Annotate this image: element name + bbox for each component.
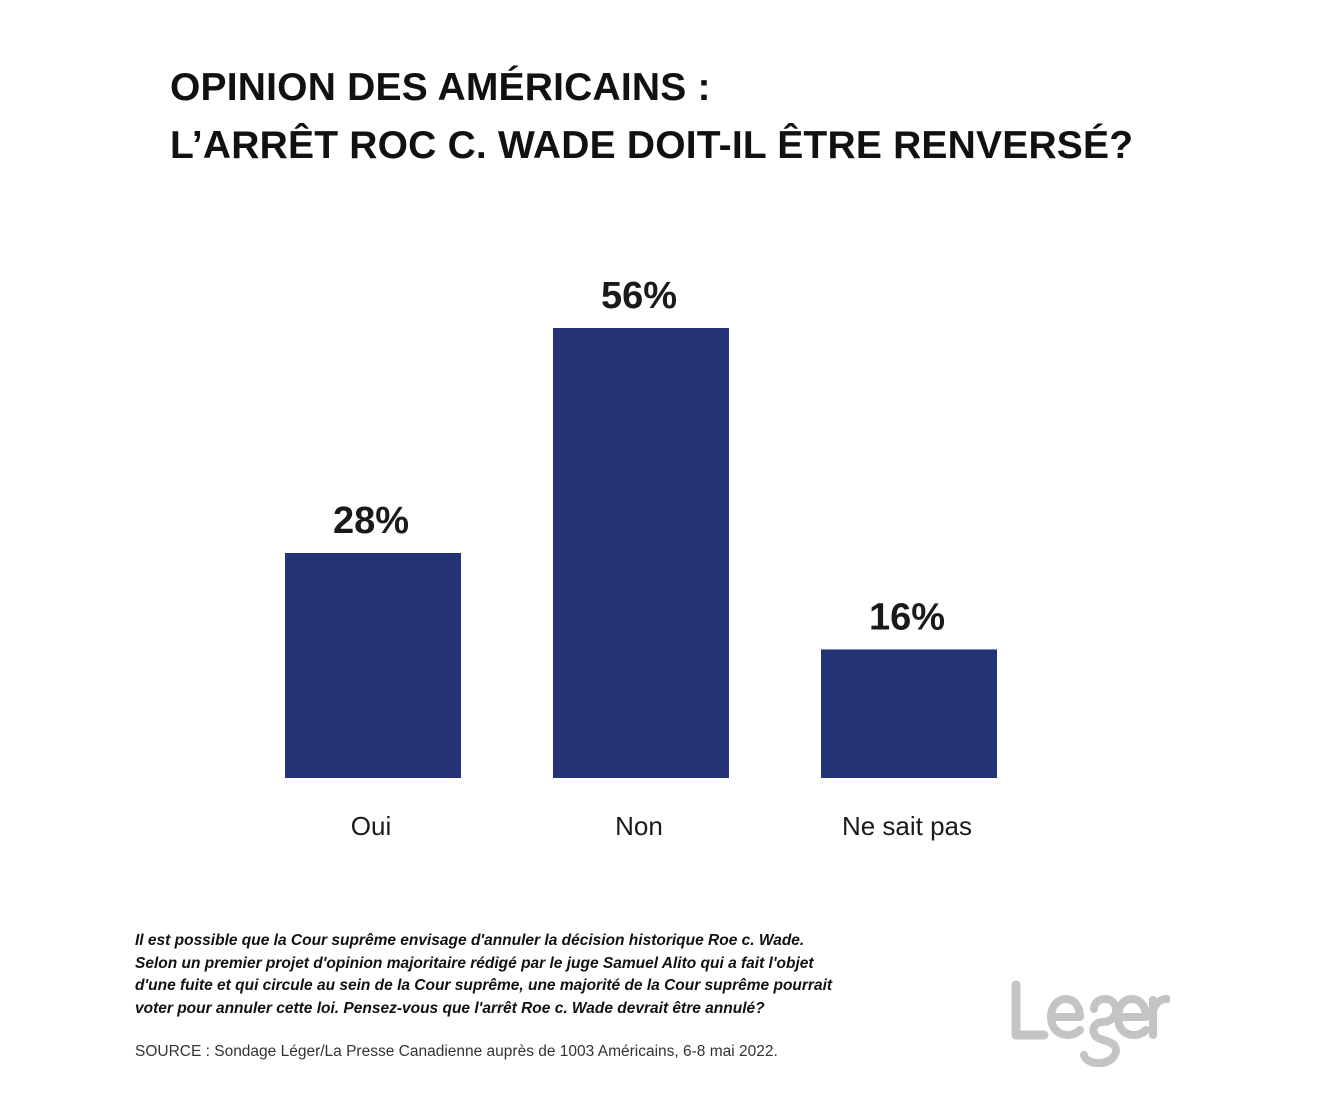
bar-chart: 28% Oui 56% Non 16% Ne sait pas <box>285 275 997 841</box>
leger-logo <box>1011 980 1170 1068</box>
survey-question-line: voter pour annuler cette loi. Pensez-vou… <box>135 999 765 1017</box>
data-label: 56% <box>601 275 677 317</box>
data-label: 16% <box>869 596 945 638</box>
data-label: 28% <box>333 500 409 542</box>
survey-question: Il est possible que la Cour suprême envi… <box>135 930 935 1020</box>
survey-question-line: d'une fuite et qui circule au sein de la… <box>135 977 833 994</box>
chart-title-line-2: L’ARRÊT ROC C. WADE DOIT-IL ÊTRE RENVERS… <box>170 124 1134 167</box>
category-label: Oui <box>351 811 391 841</box>
chart-title-line-1: OPINION DES AMÉRICAINS : <box>170 66 711 109</box>
bar-non <box>553 328 729 778</box>
survey-question-line: Il est possible que la Cour suprême envi… <box>135 932 805 949</box>
source-note: SOURCE : Sondage Léger/La Presse Canadie… <box>135 1043 778 1060</box>
bar-oui <box>285 553 461 778</box>
bar-ne-sait-pas <box>821 649 997 778</box>
category-label: Non <box>615 811 663 841</box>
category-label: Ne sait pas <box>842 811 972 841</box>
survey-question-line: Selon un premier projet d'opinion majori… <box>135 954 814 972</box>
